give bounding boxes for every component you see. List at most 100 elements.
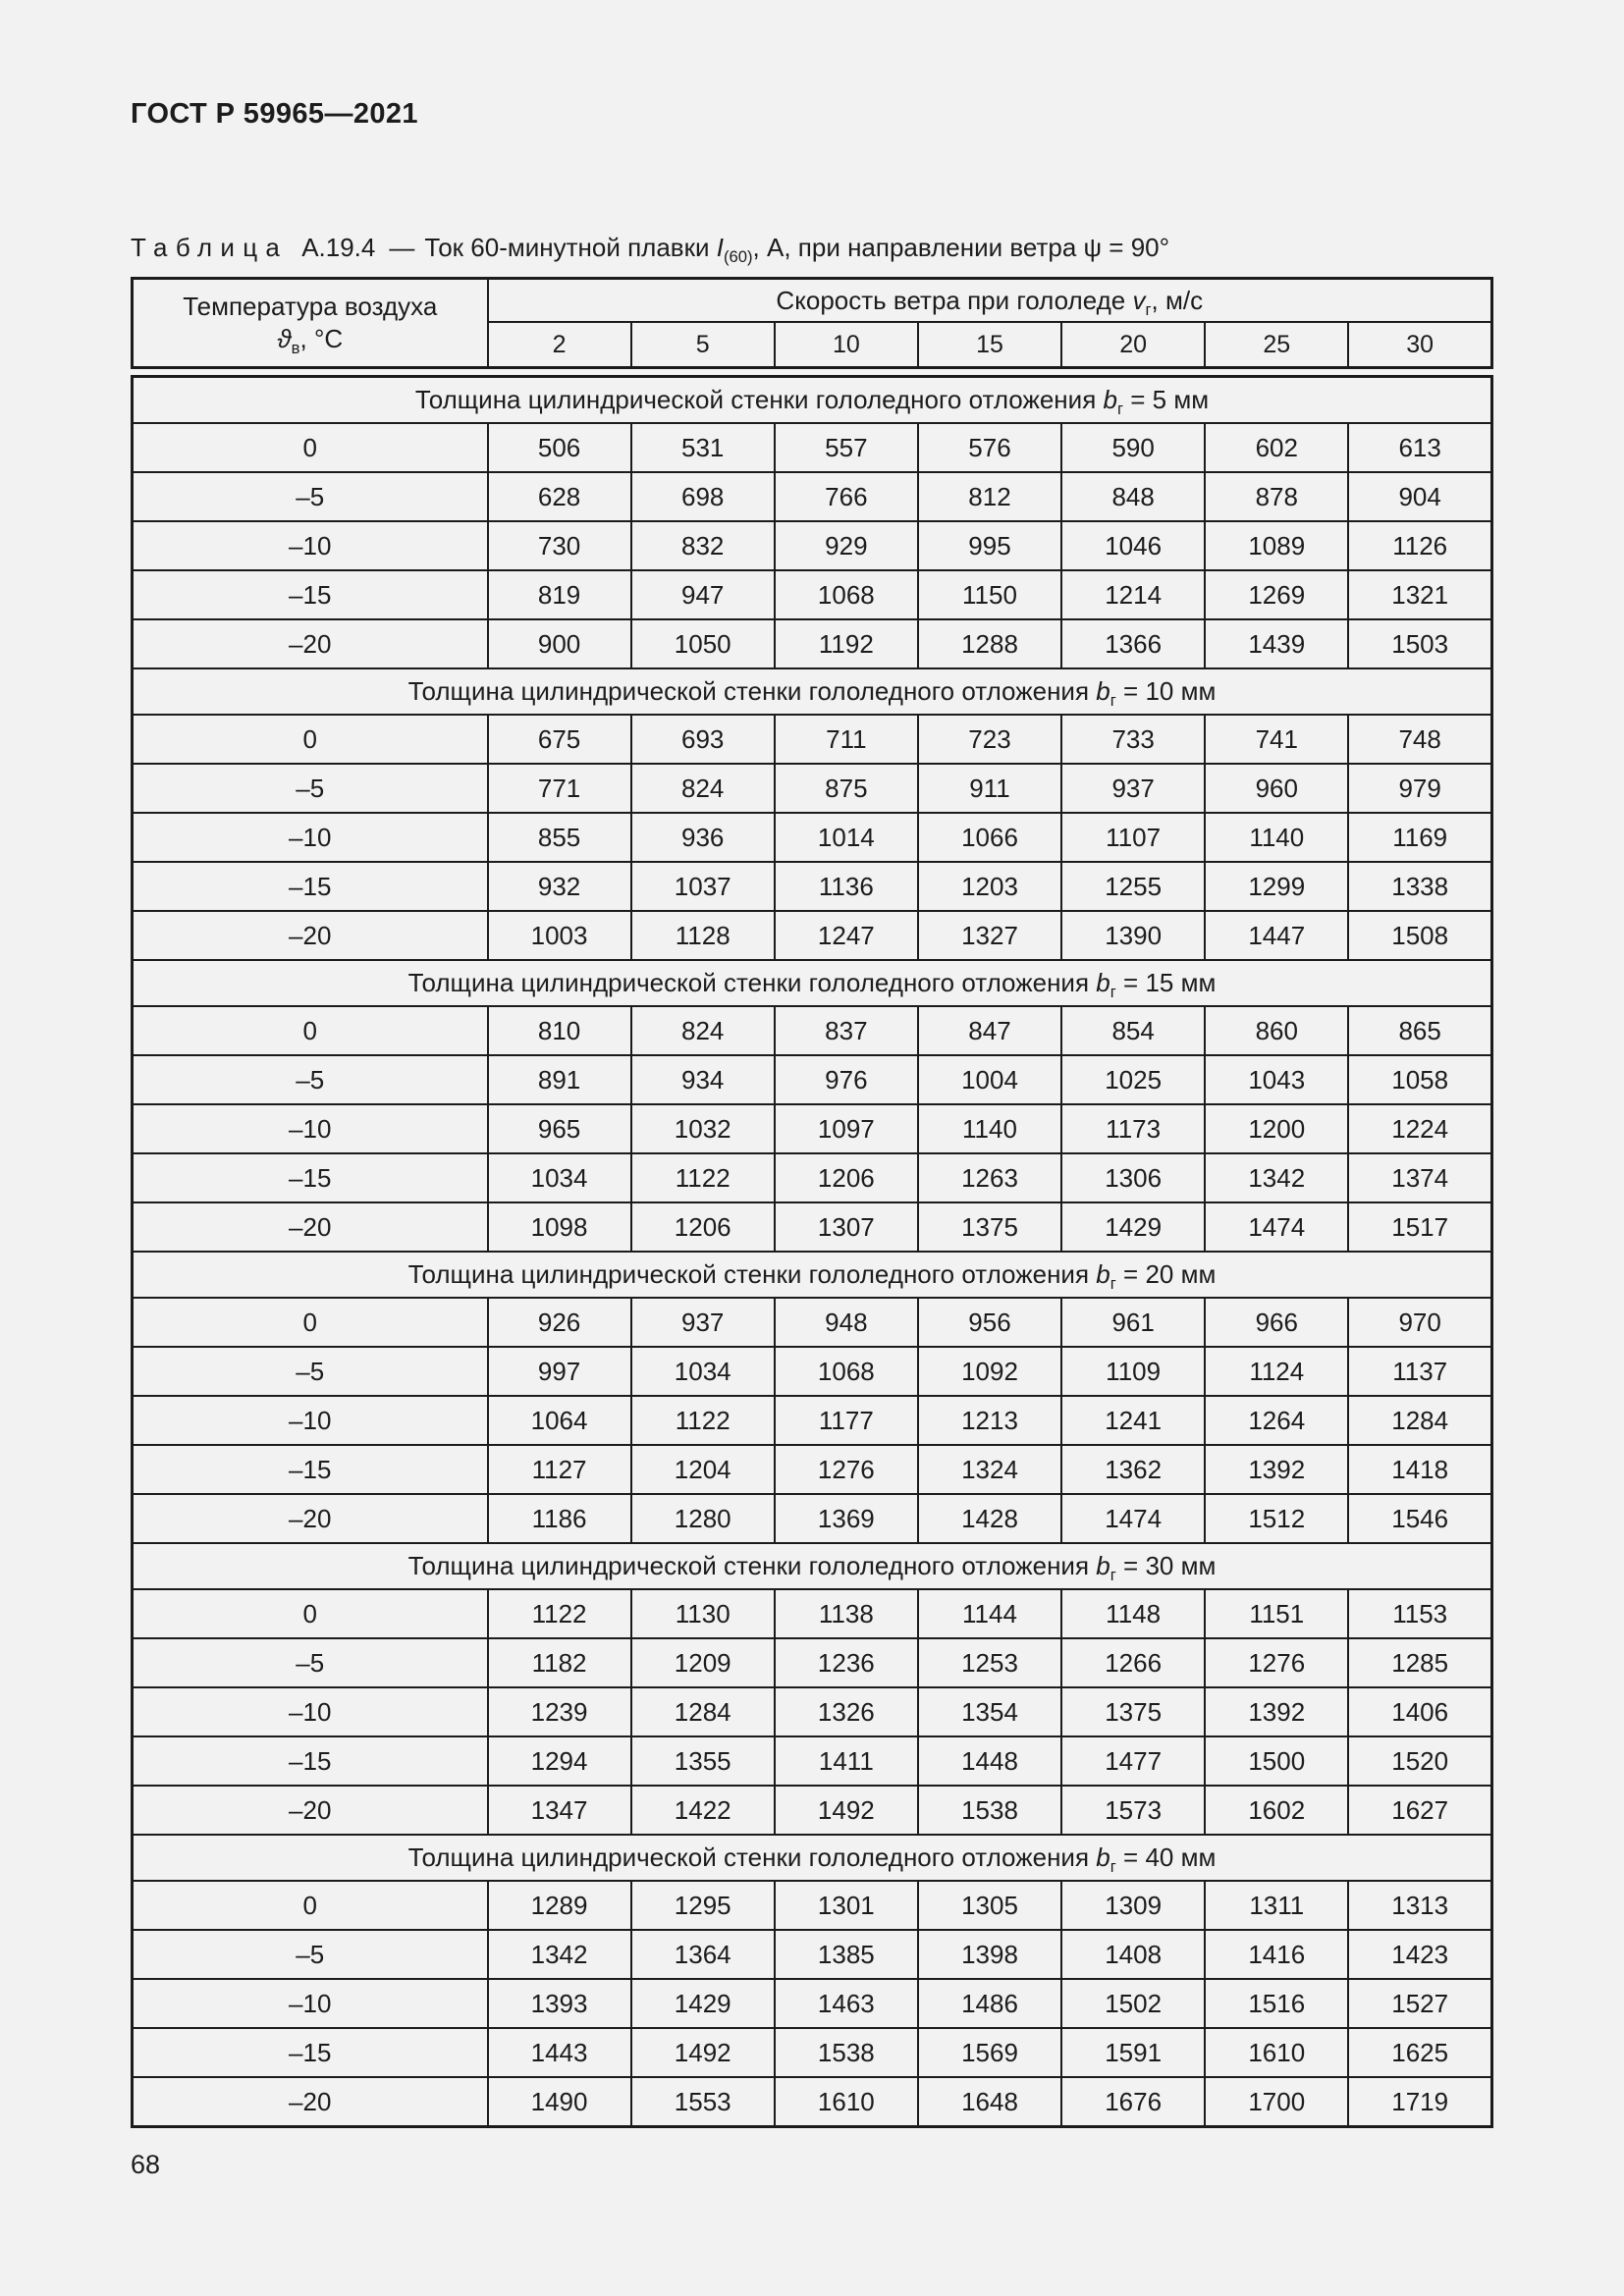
section-band-title: Толщина цилиндрической стенки гололедног… [131, 1542, 1493, 1590]
wind-speed-header-20: 20 [1060, 321, 1207, 369]
wind-speed-header-10: 10 [773, 321, 919, 369]
value-cell: 1321 [1347, 569, 1493, 620]
temperature-cell: –10 [131, 1395, 489, 1446]
table-caption-text-after: , А, при направлении ветра ψ = 90° [752, 233, 1170, 262]
band-suffix: = 15 мм [1115, 968, 1217, 997]
band-suffix: = 10 мм [1115, 676, 1217, 706]
value-cell: 812 [916, 471, 1063, 522]
value-cell: 693 [629, 714, 776, 765]
wind-speed-header-30: 30 [1347, 321, 1493, 369]
value-cell: 1408 [1060, 1929, 1207, 1980]
value-cell: 824 [629, 1005, 776, 1056]
value-cell: 1428 [916, 1493, 1063, 1544]
data-row: –10 855 936 1014 1066 1107 1140 1169 [131, 812, 1493, 863]
thickness-symbol: b [1103, 385, 1117, 414]
value-cell: 1313 [1347, 1880, 1493, 1931]
temperature-cell: –15 [131, 1444, 489, 1495]
value-cell: 1490 [486, 2076, 632, 2128]
value-cell: 1034 [486, 1152, 632, 1203]
value-cell: 1474 [1204, 1201, 1350, 1253]
value-cell: 506 [486, 422, 632, 473]
value-cell: 771 [486, 763, 632, 814]
temperature-cell: –20 [131, 1785, 489, 1836]
wind-speed-header-2: 2 [486, 321, 632, 369]
value-cell: 1182 [486, 1637, 632, 1688]
value-cell: 1109 [1060, 1346, 1207, 1397]
data-row: –20 1490 1553 1610 1648 1676 1700 1719 [131, 2076, 1493, 2128]
value-cell: 891 [486, 1054, 632, 1105]
value-cell: 1177 [773, 1395, 919, 1446]
temperature-cell: –15 [131, 861, 489, 912]
value-cell: 1289 [486, 1880, 632, 1931]
band-prefix: Толщина цилиндрической стенки гололедног… [414, 385, 1104, 414]
temperature-cell: –10 [131, 1978, 489, 2029]
value-cell: 1311 [1204, 1880, 1350, 1931]
value-cell: 1502 [1060, 1978, 1207, 2029]
table-header: Температура воздуха ϑв, °С Скорость ветр… [131, 277, 1493, 369]
value-cell: 1392 [1204, 1444, 1350, 1495]
value-cell: 1284 [1347, 1395, 1493, 1446]
value-cell: 1364 [629, 1929, 776, 1980]
value-cell: 1477 [1060, 1735, 1207, 1787]
data-row: –5 771 824 875 911 937 960 979 [131, 763, 1493, 814]
value-cell: 1151 [1204, 1588, 1350, 1639]
value-cell: 1224 [1347, 1103, 1493, 1154]
value-cell: 1034 [629, 1346, 776, 1397]
data-row: –10 1393 1429 1463 1486 1502 1516 1527 [131, 1978, 1493, 2029]
thickness-symbol-subscript: г [1110, 691, 1116, 711]
value-cell: 1140 [1204, 812, 1350, 863]
value-cell: 1014 [773, 812, 919, 863]
data-row: –15 932 1037 1136 1203 1255 1299 1338 [131, 861, 1493, 912]
value-cell: 1676 [1060, 2076, 1207, 2128]
value-cell: 1591 [1060, 2027, 1207, 2078]
thickness-symbol: b [1096, 1842, 1110, 1872]
value-cell: 1527 [1347, 1978, 1493, 2029]
band-prefix: Толщина цилиндрической стенки гололедног… [407, 968, 1097, 997]
value-cell: 1148 [1060, 1588, 1207, 1639]
value-cell: 1255 [1060, 861, 1207, 912]
value-cell: 1439 [1204, 618, 1350, 669]
value-cell: 1153 [1347, 1588, 1493, 1639]
theta-symbol: ϑ [277, 324, 292, 353]
value-cell: 810 [486, 1005, 632, 1056]
temperature-cell: –10 [131, 1686, 489, 1737]
value-cell: 1517 [1347, 1201, 1493, 1253]
value-cell: 865 [1347, 1005, 1493, 1056]
value-cell: 1309 [1060, 1880, 1207, 1931]
value-cell: 1126 [1347, 520, 1493, 571]
section-band-row: Толщина цилиндрической стенки гололедног… [131, 1834, 1493, 1882]
data-row: –10 1239 1284 1326 1354 1375 1392 1406 [131, 1686, 1493, 1737]
value-cell: 848 [1060, 471, 1207, 522]
value-cell: 1003 [486, 910, 632, 961]
value-cell: 1429 [629, 1978, 776, 2029]
section-band-row: Толщина цилиндрической стенки гололедног… [131, 1251, 1493, 1299]
value-cell: 970 [1347, 1297, 1493, 1348]
temperature-cell: –15 [131, 569, 489, 620]
value-cell: 557 [773, 422, 919, 473]
thickness-symbol-subscript: г [1116, 400, 1124, 419]
value-cell: 1463 [773, 1978, 919, 2029]
value-cell: 855 [486, 812, 632, 863]
wind-header-text: Скорость ветра при гололеде [776, 285, 1133, 315]
value-cell: 1276 [773, 1444, 919, 1495]
value-cell: 1573 [1060, 1785, 1207, 1836]
wind-speed-header-25: 25 [1204, 321, 1350, 369]
value-cell: 1508 [1347, 910, 1493, 961]
temperature-cell: –15 [131, 2027, 489, 2078]
temperature-cell: –10 [131, 812, 489, 863]
value-cell: 1241 [1060, 1395, 1207, 1446]
value-cell: 1050 [629, 618, 776, 669]
value-cell: 932 [486, 861, 632, 912]
value-cell: 1214 [1060, 569, 1207, 620]
value-cell: 1004 [916, 1054, 1063, 1105]
value-cell: 1032 [629, 1103, 776, 1154]
table-caption-number: А.19.4 [301, 233, 376, 262]
value-cell: 1610 [1204, 2027, 1350, 2078]
thickness-symbol-subscript: г [1110, 983, 1116, 1002]
value-cell: 960 [1204, 763, 1350, 814]
section-band-title: Толщина цилиндрической стенки гололедног… [131, 667, 1493, 716]
value-cell: 1276 [1204, 1637, 1350, 1688]
value-cell: 1538 [773, 2027, 919, 2078]
value-cell: 1602 [1204, 1785, 1350, 1836]
